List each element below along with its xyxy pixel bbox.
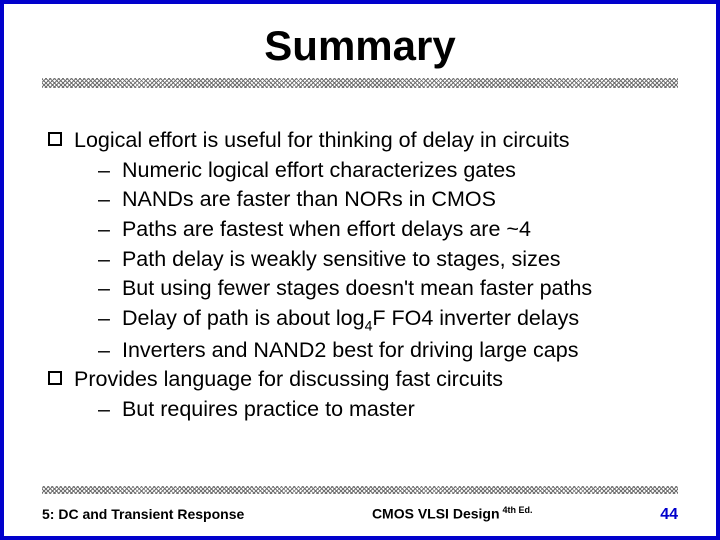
dash-bullet-icon: – xyxy=(98,245,110,275)
footer-divider xyxy=(42,486,678,494)
bullet-text: Paths are fastest when effort delays are… xyxy=(122,215,531,245)
bullet-text: Inverters and NAND2 best for driving lar… xyxy=(122,336,579,366)
bullet-text: Path delay is weakly sensitive to stages… xyxy=(122,245,561,275)
bullet-text: Provides language for discussing fast ci… xyxy=(74,365,503,395)
bullet-item: – Inverters and NAND2 best for driving l… xyxy=(48,336,672,366)
title-divider xyxy=(42,78,678,88)
bullet-text: But using fewer stages doesn't mean fast… xyxy=(122,274,592,304)
bullet-item: – Paths are fastest when effort delays a… xyxy=(48,215,672,245)
bullet-item: – But requires practice to master xyxy=(48,395,672,425)
dash-bullet-icon: – xyxy=(98,185,110,215)
footer-book-title: CMOS VLSI Design4th Ed. xyxy=(244,505,660,522)
bullet-item: Logical effort is useful for thinking of… xyxy=(48,126,672,156)
bullet-text: But requires practice to master xyxy=(122,395,415,425)
square-bullet-icon xyxy=(48,132,62,146)
footer-edition: 4th Ed. xyxy=(503,505,533,515)
footer-chapter: 5: DC and Transient Response xyxy=(42,506,244,522)
page-number: 44 xyxy=(660,506,678,524)
bullet-text: Delay of path is about log4F FO4 inverte… xyxy=(122,304,579,336)
bullet-item: – Delay of path is about log4F FO4 inver… xyxy=(48,304,672,336)
bullet-text: Logical effort is useful for thinking of… xyxy=(74,126,570,156)
square-bullet-icon xyxy=(48,371,62,385)
dash-bullet-icon: – xyxy=(98,336,110,366)
bullet-item: – Numeric logical effort characterizes g… xyxy=(48,156,672,186)
dash-bullet-icon: – xyxy=(98,274,110,304)
bullet-item: – NANDs are faster than NORs in CMOS xyxy=(48,185,672,215)
dash-bullet-icon: – xyxy=(98,395,110,425)
slide-frame: Summary Logical effort is useful for thi… xyxy=(0,0,720,540)
dash-bullet-icon: – xyxy=(98,215,110,245)
footer: 5: DC and Transient Response CMOS VLSI D… xyxy=(42,505,678,524)
dash-bullet-icon: – xyxy=(98,304,110,334)
bullet-text: NANDs are faster than NORs in CMOS xyxy=(122,185,496,215)
dash-bullet-icon: – xyxy=(98,156,110,186)
bullet-item: – Path delay is weakly sensitive to stag… xyxy=(48,245,672,275)
bullet-item: – But using fewer stages doesn't mean fa… xyxy=(48,274,672,304)
bullet-text: Numeric logical effort characterizes gat… xyxy=(122,156,516,186)
bullet-item: Provides language for discussing fast ci… xyxy=(48,365,672,395)
slide-title: Summary xyxy=(4,4,716,78)
content-area: Logical effort is useful for thinking of… xyxy=(48,126,672,424)
